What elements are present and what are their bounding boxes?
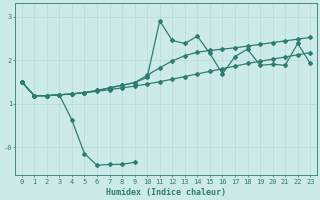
X-axis label: Humidex (Indice chaleur): Humidex (Indice chaleur) (106, 188, 226, 197)
